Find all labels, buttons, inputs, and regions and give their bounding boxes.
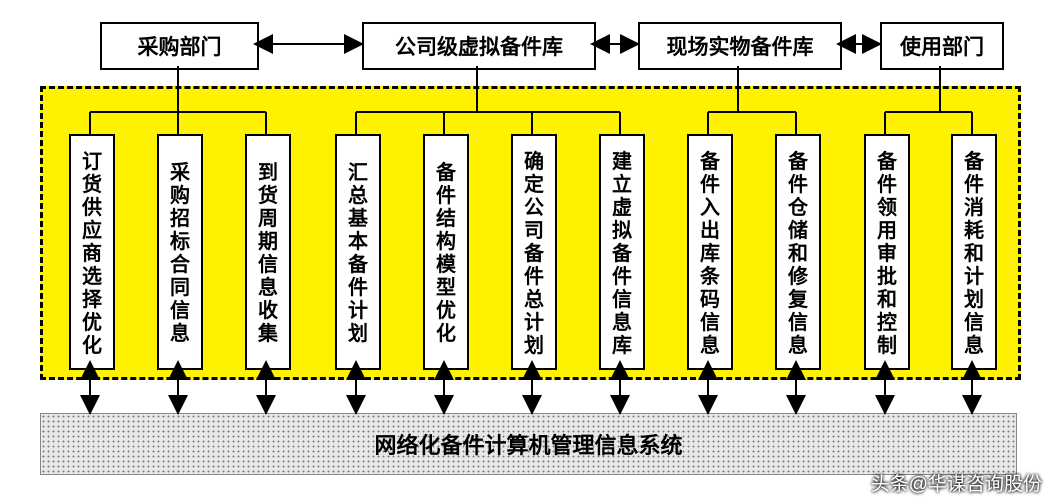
label: 现场实物备件库 [667, 31, 814, 61]
vbox-supplier-opt: 订货供应商选择优化 [69, 134, 115, 370]
vbox-inout-info: 备件入出库条码信息 [687, 134, 733, 370]
system-bar: 网络化备件计算机管理信息系统 [40, 413, 1017, 475]
vbox-consume-plan: 备件消耗和计划信息 [951, 134, 997, 370]
vbox-company-plan: 确定公司备件总计划 [511, 134, 557, 370]
top-box-user-dept: 使用部门 [880, 22, 1004, 70]
label: 公司级虚拟备件库 [395, 31, 563, 61]
vbox-arrival-info: 到货周期信息收集 [245, 134, 291, 370]
top-box-onsite-wh: 现场实物备件库 [638, 22, 842, 70]
system-bar-label: 网络化备件计算机管理信息系统 [374, 428, 682, 460]
watermark: 头条@华谋咨询股份 [871, 469, 1042, 496]
vbox-store-repair: 备件仓储和修复信息 [775, 134, 821, 370]
top-box-procurement: 采购部门 [100, 22, 259, 70]
vbox-model-opt: 备件结构模型优化 [423, 134, 469, 370]
vbox-approval-ctrl: 备件领用审批和控制 [864, 134, 910, 370]
label: 采购部门 [138, 31, 222, 61]
vbox-contract-info: 采购招标合同信息 [157, 134, 203, 370]
label: 使用部门 [900, 31, 984, 61]
vbox-basic-plan: 汇总基本备件计划 [335, 134, 381, 370]
vbox-virtual-db: 建立虚拟备件信息库 [599, 134, 645, 370]
top-box-virtual-wh: 公司级虚拟备件库 [362, 22, 596, 70]
